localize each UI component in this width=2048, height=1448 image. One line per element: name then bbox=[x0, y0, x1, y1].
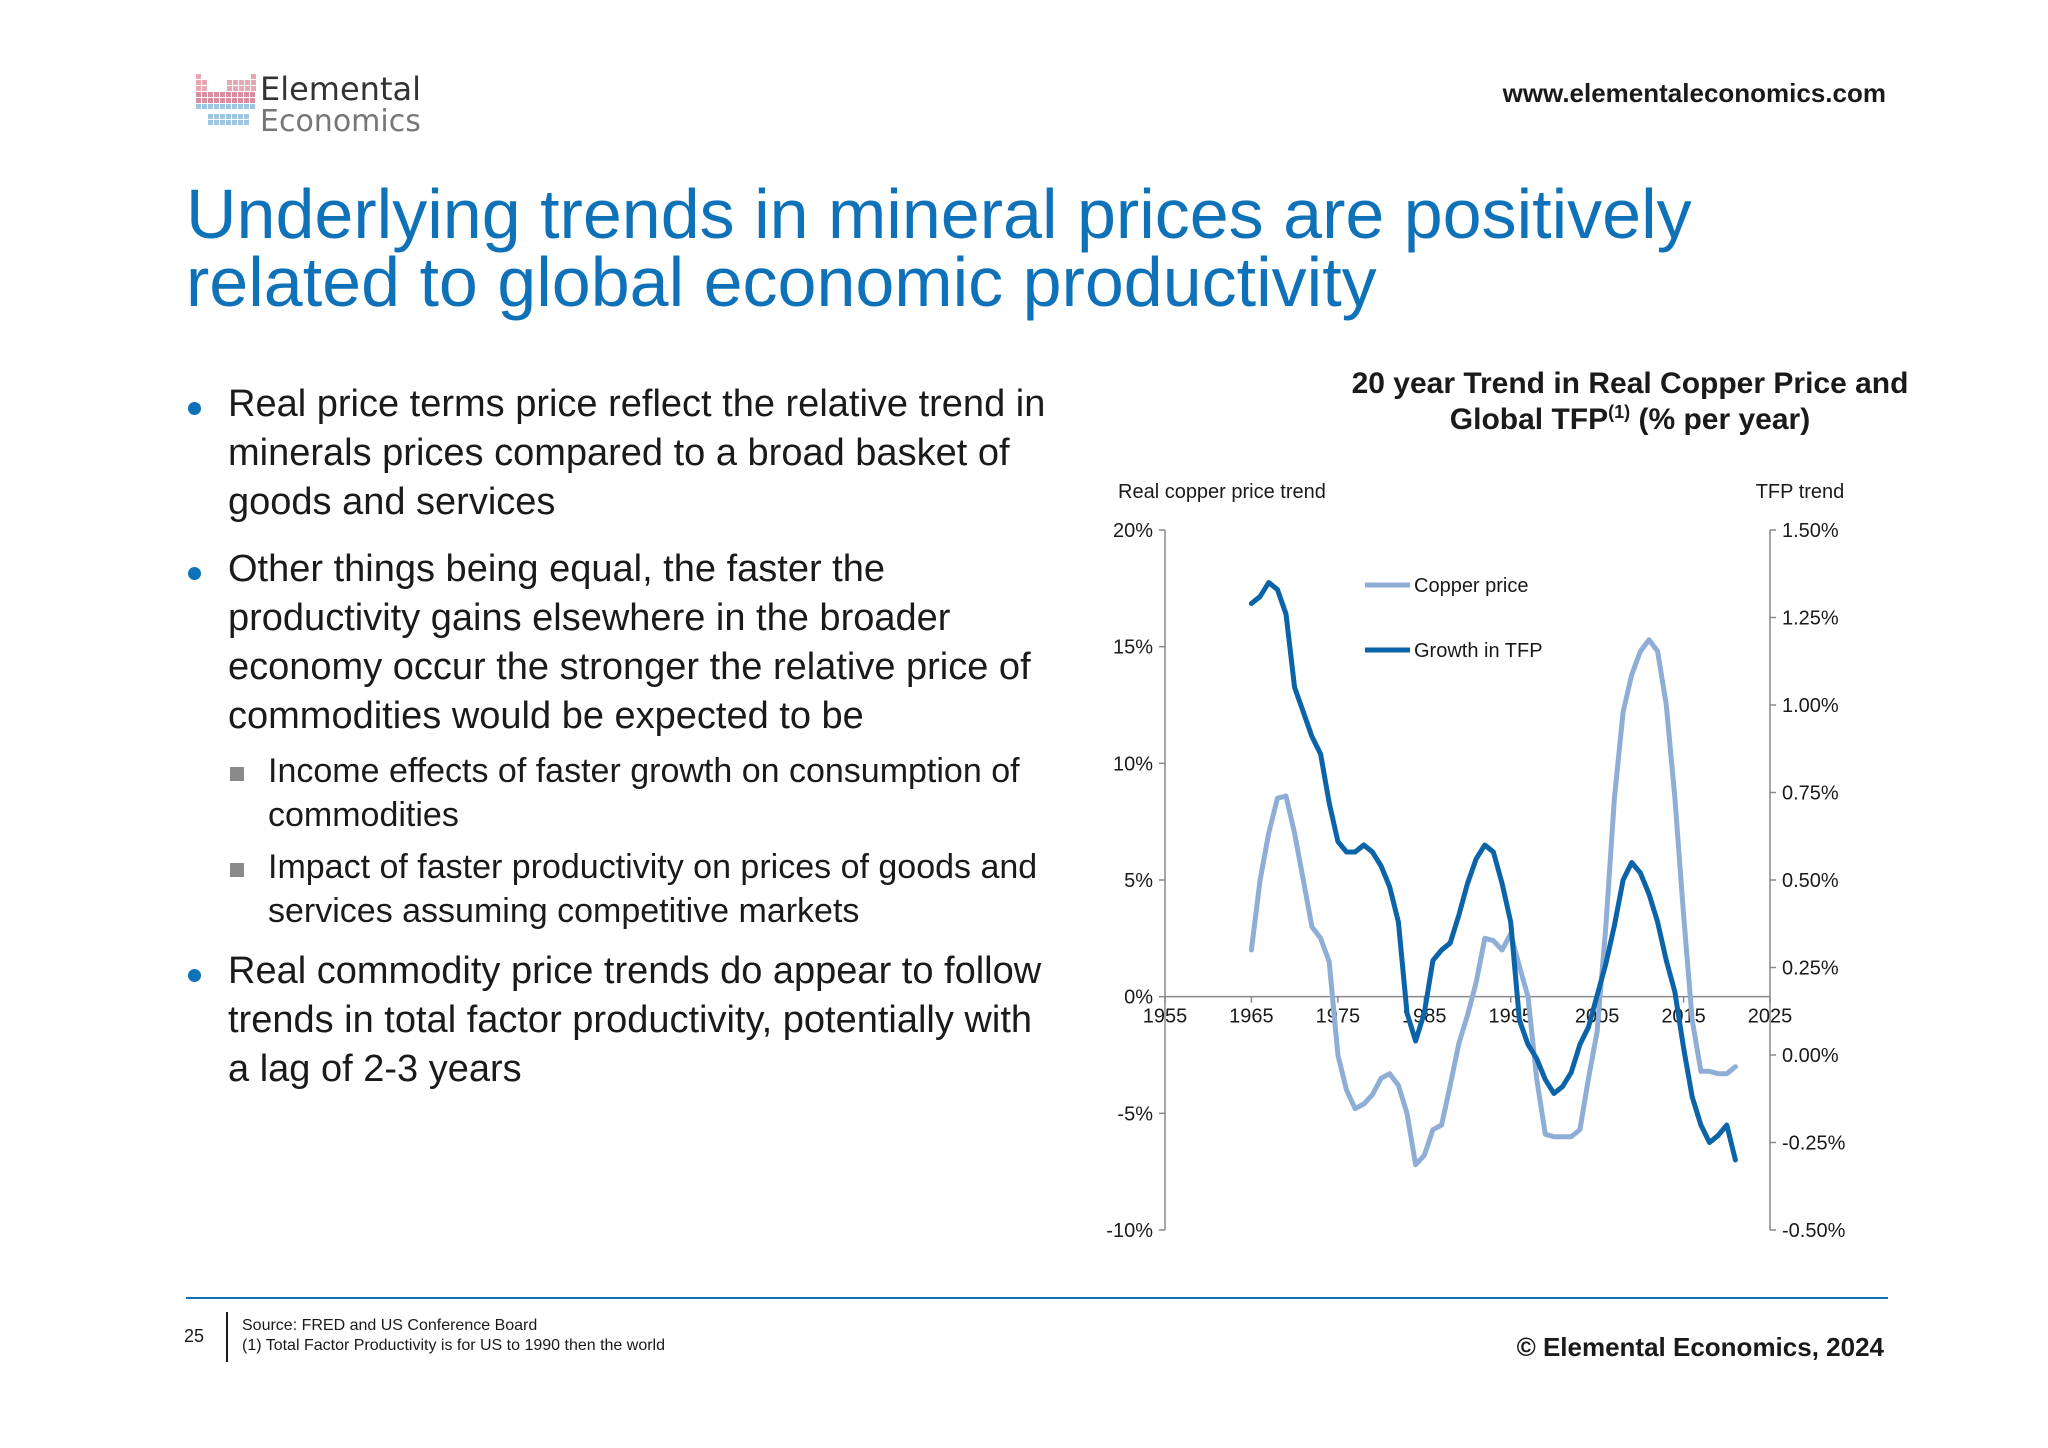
left-tick-label: 0% bbox=[1124, 987, 1153, 1009]
left-tick-label: 10% bbox=[1113, 753, 1153, 775]
left-axis-title: Real copper price trend bbox=[1118, 481, 1326, 503]
slide-title: Underlying trends in mineral prices are … bbox=[186, 175, 1692, 321]
chart-title-line-1: 20 year Trend in Real Copper Price and bbox=[1351, 367, 1909, 400]
right-tick-label: 0.25% bbox=[1782, 958, 1839, 980]
sub-bullet-list: Income effects of faster growth on consu… bbox=[186, 749, 1056, 933]
copper-tfp-chart: Real copper price trend TFP trend 20% 15% 10… bbox=[1106, 481, 1846, 1242]
chart-title-line-2: Global TFP(1) (% per year) bbox=[1100, 402, 2048, 438]
copyright: © Elemental Economics, 2024 bbox=[1516, 1332, 1884, 1362]
legend-label-copper-price: Copper price bbox=[1414, 575, 1529, 597]
left-tick-label: 5% bbox=[1124, 870, 1153, 892]
company-logo: Elemental Economics bbox=[196, 70, 436, 140]
right-tick-label: 0.00% bbox=[1782, 1045, 1839, 1067]
chart-title: 20 year Trend in Real Copper Price and G… bbox=[1100, 366, 2048, 438]
series-line-tfp-growth bbox=[1248, 580, 1738, 1163]
x-tick-label: 2025 bbox=[1748, 1006, 1793, 1028]
x-tick-label: 1955 bbox=[1143, 1006, 1188, 1028]
sub-bullet-2: Impact of faster productivity on prices … bbox=[228, 845, 1056, 933]
bullet-1: Real price terms price reflect the relat… bbox=[186, 380, 1056, 527]
bullet-list: Real price terms price reflect the relat… bbox=[186, 380, 1056, 1112]
bullet-2: Other things being equal, the faster the… bbox=[186, 545, 1056, 741]
right-tick-label: -0.50% bbox=[1782, 1220, 1846, 1242]
right-axis-title: TFP trend bbox=[1756, 481, 1845, 503]
right-tick-label: 0.50% bbox=[1782, 870, 1839, 892]
left-tick-label: 15% bbox=[1113, 637, 1153, 659]
logo-text-elemental: Elemental bbox=[260, 70, 421, 108]
footer-rule bbox=[186, 1297, 1888, 1299]
chart-title-footnote-mark: (1) bbox=[1608, 402, 1631, 422]
chart-title-tfp: Global TFP bbox=[1449, 403, 1609, 436]
x-tick-label: 1995 bbox=[1488, 1006, 1533, 1028]
chart-title-unit: (% per year) bbox=[1630, 403, 1811, 436]
legend-label-tfp-growth: Growth in TFP bbox=[1414, 640, 1543, 662]
right-tick-label: -0.25% bbox=[1782, 1133, 1846, 1155]
left-tick-label: 20% bbox=[1113, 520, 1153, 542]
page-number: 25 bbox=[184, 1326, 205, 1346]
source-line: Source: FRED and US Conference Board bbox=[242, 1317, 538, 1334]
right-tick-label: 1.00% bbox=[1782, 695, 1839, 717]
source-note: Source: FRED and US Conference Board (1)… bbox=[242, 1316, 665, 1356]
right-tick-label: 1.50% bbox=[1782, 520, 1839, 542]
footnote-line: (1) Total Factor Productivity is for US … bbox=[242, 1337, 666, 1354]
series-line-copper-price bbox=[1248, 637, 1738, 1168]
website-url: www.elementaleconomics.com bbox=[1502, 78, 1886, 108]
sub-bullet-1: Income effects of faster growth on consu… bbox=[228, 749, 1056, 837]
periodic-table-icon bbox=[196, 74, 256, 125]
x-tick-label: 1975 bbox=[1316, 1006, 1361, 1028]
x-tick-label: 1965 bbox=[1229, 1006, 1274, 1028]
right-tick-label: 1.25% bbox=[1782, 608, 1839, 630]
bullet-3: Real commodity price trends do appear to… bbox=[186, 947, 1056, 1094]
right-tick-label: 0.75% bbox=[1782, 783, 1839, 805]
left-tick-label: -5% bbox=[1117, 1103, 1153, 1125]
footer-divider bbox=[226, 1312, 228, 1362]
left-tick-label: -10% bbox=[1106, 1220, 1153, 1242]
logo-text-economics: Economics bbox=[260, 104, 421, 139]
x-tick-label: 2015 bbox=[1661, 1006, 1706, 1028]
